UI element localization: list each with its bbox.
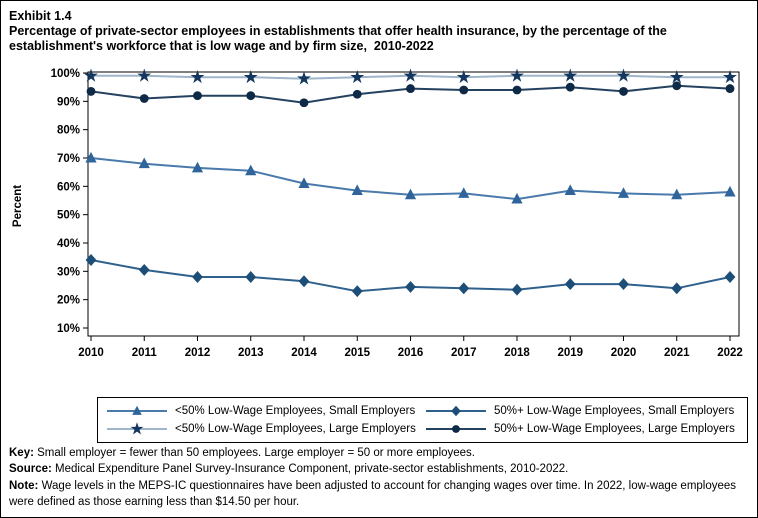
legend-label: 50%+ Low-Wage Employees, Large Employers bbox=[494, 423, 735, 435]
note-text: Wage levels in the MEPS-IC questionnaire… bbox=[9, 479, 737, 508]
x-tick-label: 2016 bbox=[398, 347, 424, 359]
y-tick-label: 60% bbox=[57, 181, 80, 193]
exhibit-label: Exhibit 1.4 bbox=[9, 9, 72, 23]
plot-area: 10%20%30%40%50%60%70%80%90%100%2010 2011 2… bbox=[51, 68, 743, 359]
source-label: Source: bbox=[9, 463, 52, 476]
x-tick-label: 2022 bbox=[717, 347, 743, 359]
chart-region: Percent 10% 20% 30% 40% 50% 60% 70% 80% 90% 100% 2… bbox=[1, 61, 757, 373]
footer-notes: Key: Small employer = fewer than 50 empl… bbox=[9, 445, 751, 510]
legend-item-small-50plus: 50%+ Low-Wage Employees, Small Employers bbox=[425, 403, 739, 419]
y-axis-title: Percent bbox=[12, 185, 24, 227]
y-tick-label: 90% bbox=[57, 96, 80, 108]
key-line: Key: Small employer = fewer than 50 empl… bbox=[9, 445, 751, 461]
y-axis: 10% 20% 30% 40% 50% 60% 70% 80% 90% 100% bbox=[51, 68, 88, 335]
x-tick-label: 2021 bbox=[664, 347, 690, 359]
series-1 bbox=[84, 68, 737, 85]
x-tick-label: 2012 bbox=[185, 347, 211, 359]
series-2 bbox=[85, 254, 736, 298]
circle-series-swatch-icon bbox=[426, 425, 486, 433]
legend-label: <50% Low-Wage Employees, Small Employers bbox=[175, 405, 416, 417]
x-tick-label: 2010 bbox=[78, 347, 104, 359]
series-0 bbox=[85, 151, 736, 204]
source-text: Medical Expenditure Panel Survey-Insuran… bbox=[55, 463, 569, 476]
y-tick-label: 50% bbox=[57, 210, 80, 222]
x-tick-label: 2017 bbox=[451, 347, 477, 359]
key-text: Small employer = fewer than 50 employees… bbox=[37, 447, 475, 459]
title-block: Exhibit 1.4 Percentage of private-sector… bbox=[9, 9, 751, 55]
x-tick-label: 2018 bbox=[504, 347, 530, 359]
y-tick-label: 70% bbox=[57, 153, 80, 165]
plot-frame bbox=[87, 71, 740, 337]
x-tick-label: 2013 bbox=[238, 347, 264, 359]
y-tick-label: 30% bbox=[57, 266, 80, 278]
note-label: Note: bbox=[9, 479, 39, 492]
legend-item-large-lt50: <50% Low-Wage Employees, Large Employers bbox=[106, 421, 416, 437]
series-3 bbox=[86, 81, 735, 108]
x-tick-label: 2019 bbox=[557, 347, 583, 359]
triangle-series-swatch-icon bbox=[107, 405, 167, 415]
y-tick-label: 40% bbox=[57, 238, 80, 250]
y-tick-label: 10% bbox=[57, 323, 80, 335]
y-tick-label: 20% bbox=[57, 295, 80, 307]
x-tick-label: 2020 bbox=[611, 347, 637, 359]
x-tick-label: 2014 bbox=[291, 347, 317, 359]
x-tick-label: 2011 bbox=[132, 347, 158, 359]
legend-label: 50%+ Low-Wage Employees, Small Employers bbox=[494, 405, 735, 417]
source-line: Source: Medical Expenditure Panel Survey… bbox=[9, 461, 751, 477]
note-line: Note: Wage levels in the MEPS-IC questio… bbox=[9, 478, 751, 511]
key-label: Key: bbox=[9, 447, 34, 459]
x-tick-label: 2015 bbox=[344, 347, 370, 359]
chart-svg: Percent 10% 20% 30% 40% 50% 60% 70% 80% 90% 100% 2… bbox=[12, 68, 743, 359]
legend-box: <50% Low-Wage Employees, Small Employers… bbox=[97, 397, 748, 443]
diamond-series-swatch-icon bbox=[426, 405, 486, 417]
x-axis: 2010 2011 2012 2013 2014 2015 2016 2017 2018 2019… bbox=[78, 336, 743, 359]
y-tick-label: 80% bbox=[57, 125, 80, 137]
y-tick-label: 100% bbox=[51, 68, 80, 80]
page-title: Percentage of private-sector employees i… bbox=[9, 24, 671, 54]
legend-label: <50% Low-Wage Employees, Large Employers bbox=[175, 423, 416, 435]
legend-item-small-lt50: <50% Low-Wage Employees, Small Employers bbox=[106, 403, 415, 419]
star-series-swatch-icon bbox=[107, 422, 167, 435]
legend-item-large-50plus: 50%+ Low-Wage Employees, Large Employers bbox=[425, 421, 739, 437]
